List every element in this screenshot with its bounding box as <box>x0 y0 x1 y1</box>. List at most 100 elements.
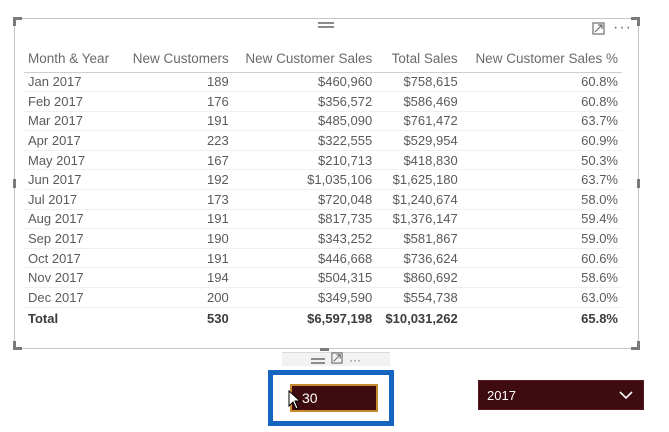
chevron-down-icon <box>619 390 633 400</box>
table-cell: Jun 2017 <box>24 169 122 191</box>
table-cell: Sep 2017 <box>24 228 122 249</box>
table-cell: 200 <box>122 287 233 308</box>
table-cell: 191 <box>122 209 233 230</box>
table-cell: Jan 2017 <box>24 72 122 93</box>
table-cell: 63.0% <box>461 287 622 308</box>
table-cell: $860,692 <box>376 267 462 289</box>
table-cell: 60.9% <box>461 130 622 151</box>
table-cell: 58.0% <box>461 189 622 210</box>
table-cell: 191 <box>122 248 233 269</box>
table-cell: $529,954 <box>376 130 462 151</box>
table-cell: Oct 2017 <box>24 248 122 269</box>
table-row: May 2017 167 $210,713 $418,830 50.3% <box>24 150 622 171</box>
table-cell: Feb 2017 <box>24 91 122 112</box>
focus-mode-icon[interactable] <box>592 21 605 35</box>
year-dropdown[interactable]: 2017 <box>478 380 644 410</box>
table-visual[interactable]: ··· Month & Year New Customers New Custome… <box>13 17 640 351</box>
table-row: Nov 2017 194 $504,315 $860,692 58.6% <box>24 267 622 289</box>
resize-handle-bottom[interactable] <box>320 348 329 351</box>
table-cell: $349,590 <box>232 287 377 308</box>
table-row: Feb 2017 176 $356,572 $586,469 60.8% <box>24 91 622 112</box>
table-cell: Nov 2017 <box>24 267 122 289</box>
column-header[interactable]: Month & Year <box>24 46 122 73</box>
table-cell: $817,735 <box>232 209 377 230</box>
table-cell: 60.8% <box>461 91 622 112</box>
table-cell: 194 <box>122 267 233 289</box>
table-cell: $581,867 <box>376 228 462 249</box>
total-cell: $10,031,262 <box>376 306 462 330</box>
table-row: Sep 2017 190 $343,252 $581,867 59.0% <box>24 228 622 249</box>
resize-handle-bottom-left[interactable] <box>13 341 22 350</box>
total-cell: 65.8% <box>461 306 622 330</box>
table-cell: $210,713 <box>232 150 377 171</box>
table-cell: $322,555 <box>232 130 377 151</box>
table-cell: $460,960 <box>232 72 377 93</box>
table-cell: $720,048 <box>232 189 377 210</box>
table-row: Dec 2017 200 $349,590 $554,738 63.0% <box>24 287 622 308</box>
resize-handle-bottom-right[interactable] <box>631 341 640 350</box>
table-cell: May 2017 <box>24 150 122 171</box>
table-cell: $586,469 <box>376 91 462 112</box>
table-cell: $485,090 <box>232 111 377 132</box>
column-header[interactable]: New Customer Sales % <box>461 46 622 73</box>
text-slicer-highlight <box>268 370 394 426</box>
table-cell: $504,315 <box>232 267 377 289</box>
mouse-cursor-icon <box>288 390 302 410</box>
table-cell: $1,376,147 <box>376 209 462 230</box>
table-cell: 59.4% <box>461 209 622 230</box>
resize-handle-top-right[interactable] <box>631 17 640 26</box>
resize-handle-top-left[interactable] <box>13 17 22 26</box>
table-cell: 173 <box>122 189 233 210</box>
table-cell: Mar 2017 <box>24 111 122 132</box>
slicer-visual-header: ··· <box>282 352 390 367</box>
table-cell: Dec 2017 <box>24 287 122 308</box>
table-cell: $1,240,674 <box>376 189 462 210</box>
table-cell: $1,625,180 <box>376 169 462 191</box>
table-cell: 189 <box>122 72 233 93</box>
more-options-icon[interactable]: ··· <box>349 352 361 367</box>
table-cell: Apr 2017 <box>24 130 122 151</box>
total-cell: 530 <box>122 306 233 330</box>
table-cell: 60.6% <box>461 248 622 269</box>
column-header[interactable]: Total Sales <box>376 46 462 73</box>
data-table: Month & Year New Customers New Customer Sa… <box>24 46 622 330</box>
table-row: Jan 2017 189 $460,960 $758,615 60.8% <box>24 72 622 93</box>
table-cell: Aug 2017 <box>24 209 122 230</box>
table-row: Jul 2017 173 $720,048 $1,240,674 58.0% <box>24 189 622 210</box>
table-cell: 60.8% <box>461 72 622 93</box>
table-cell: $446,668 <box>232 248 377 269</box>
table-cell: $761,472 <box>376 111 462 132</box>
column-header[interactable]: New Customer Sales <box>232 46 377 73</box>
table-cell: 176 <box>122 91 233 112</box>
resize-handle-right[interactable] <box>637 179 640 188</box>
table-header-row: Month & Year New Customers New Customer Sa… <box>24 46 622 73</box>
table-row: Mar 2017 191 $485,090 $761,472 63.7% <box>24 111 622 132</box>
text-filter-input[interactable] <box>290 384 378 412</box>
table-cell: 50.3% <box>461 150 622 171</box>
table-cell: $418,830 <box>376 150 462 171</box>
resize-handle-left[interactable] <box>13 179 16 188</box>
table-cell: $343,252 <box>232 228 377 249</box>
table-cell: $356,572 <box>232 91 377 112</box>
table-cell: Jul 2017 <box>24 189 122 210</box>
table-cell: 191 <box>122 111 233 132</box>
total-cell: $6,597,198 <box>232 306 377 330</box>
table-cell: 63.7% <box>461 111 622 132</box>
drag-grip-icon[interactable] <box>318 20 334 30</box>
focus-mode-icon[interactable] <box>331 352 343 367</box>
table-row: Aug 2017 191 $817,735 $1,376,147 59.4% <box>24 209 622 230</box>
table-cell: 190 <box>122 228 233 249</box>
table-cell: $554,738 <box>376 287 462 308</box>
table-cell: 223 <box>122 130 233 151</box>
more-options-icon[interactable]: ··· <box>613 19 632 36</box>
table-cell: 167 <box>122 150 233 171</box>
table-cell: $736,624 <box>376 248 462 269</box>
drag-grip-icon[interactable] <box>311 356 325 364</box>
table-cell: $758,615 <box>376 72 462 93</box>
year-dropdown-value: 2017 <box>487 387 516 403</box>
visual-actions: ··· <box>592 19 632 36</box>
column-header[interactable]: New Customers <box>122 46 233 73</box>
total-cell: Total <box>24 306 122 330</box>
table-cell: 59.0% <box>461 228 622 249</box>
